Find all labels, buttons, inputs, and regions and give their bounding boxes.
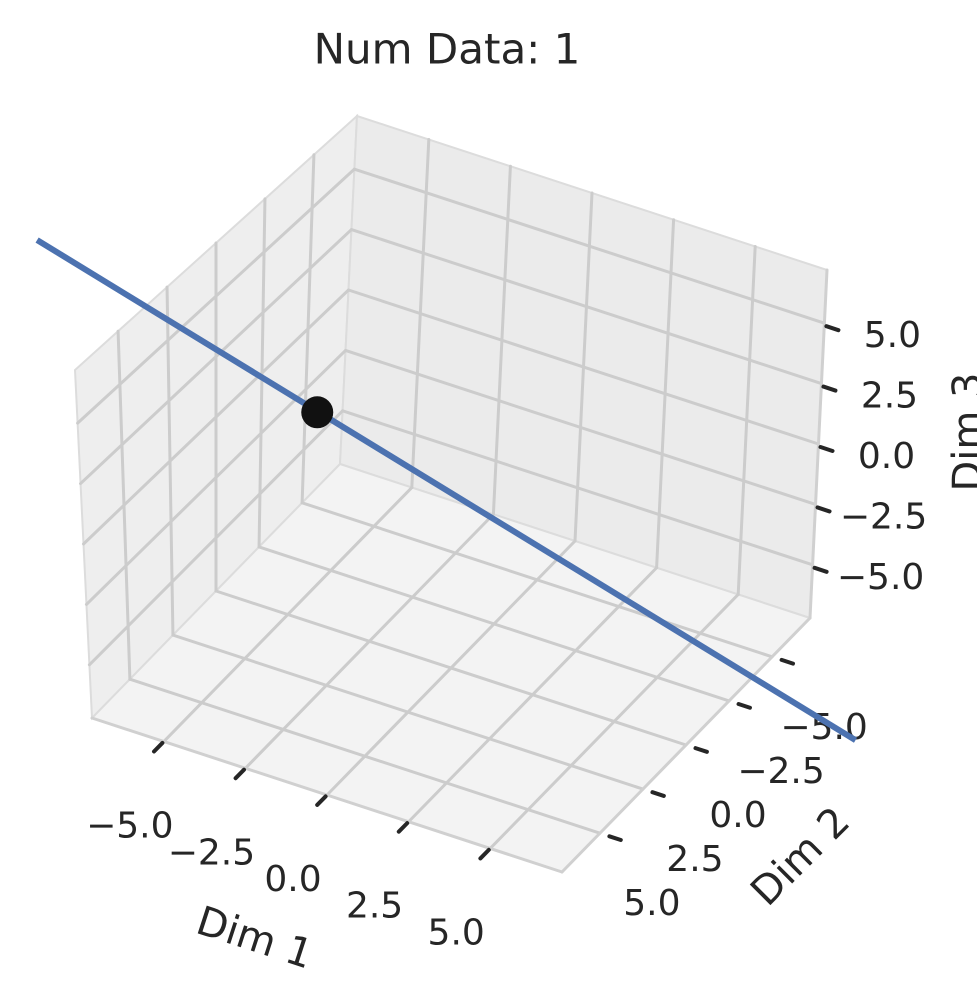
y-tick: [736, 702, 752, 710]
z-tick: [821, 384, 838, 393]
data-line: [35, 237, 858, 743]
z-tick-label: −2.5: [840, 496, 927, 537]
grid-line: [300, 501, 774, 659]
y-axis-line: [560, 616, 812, 874]
x-tick-label: −2.5: [168, 832, 255, 873]
x-tick-label: 2.5: [346, 886, 403, 927]
y-tick: [693, 746, 709, 754]
z-tick: [818, 445, 835, 453]
y-tick-label: −2.5: [737, 751, 824, 792]
x-tick: [478, 847, 491, 861]
grid-line: [128, 677, 602, 835]
grid-line: [82, 288, 350, 546]
y-tick: [650, 790, 666, 798]
grid-line: [87, 409, 345, 667]
grid-line: [76, 167, 356, 425]
y-tick-label: 5.0: [623, 883, 680, 924]
x-axis-label: Dim 1: [191, 898, 318, 979]
x-tick: [152, 740, 165, 754]
x-tick: [233, 767, 247, 781]
z-tick-label: 2.5: [861, 376, 918, 417]
grid-line: [257, 545, 731, 703]
y-tick: [779, 657, 796, 666]
z-tick: [815, 505, 832, 514]
grid-line: [171, 633, 645, 791]
grid-line: [347, 288, 820, 446]
z-tick-label: 5.0: [864, 315, 921, 356]
data-point: [301, 396, 334, 429]
z-axis-label: Dim 3: [945, 372, 977, 491]
z-tick: [824, 324, 841, 333]
z-axis-line: [808, 268, 829, 620]
x-tick-label: −5.0: [86, 806, 173, 847]
y-tick-label: 2.5: [666, 839, 723, 880]
grid-line: [84, 348, 348, 606]
x-tick: [315, 794, 328, 807]
grid-line: [214, 589, 688, 747]
grid-line: [344, 348, 818, 506]
y-tick-label: 0.0: [709, 795, 766, 836]
z-tick-label: −5.0: [837, 557, 924, 598]
z-tick: [812, 565, 829, 574]
grid-line: [352, 167, 826, 325]
grid-line: [341, 409, 815, 567]
y-tick-label: −5.0: [780, 707, 867, 748]
x-tick-label: 0.0: [264, 859, 321, 900]
x-tick: [396, 821, 410, 834]
grid-line: [349, 228, 823, 386]
z-tick-label: 0.0: [858, 436, 915, 477]
grid-line: [79, 228, 353, 486]
x-tick-label: 5.0: [428, 912, 485, 953]
chart-title: Num Data: 1: [314, 25, 581, 74]
y-tick: [607, 834, 623, 843]
